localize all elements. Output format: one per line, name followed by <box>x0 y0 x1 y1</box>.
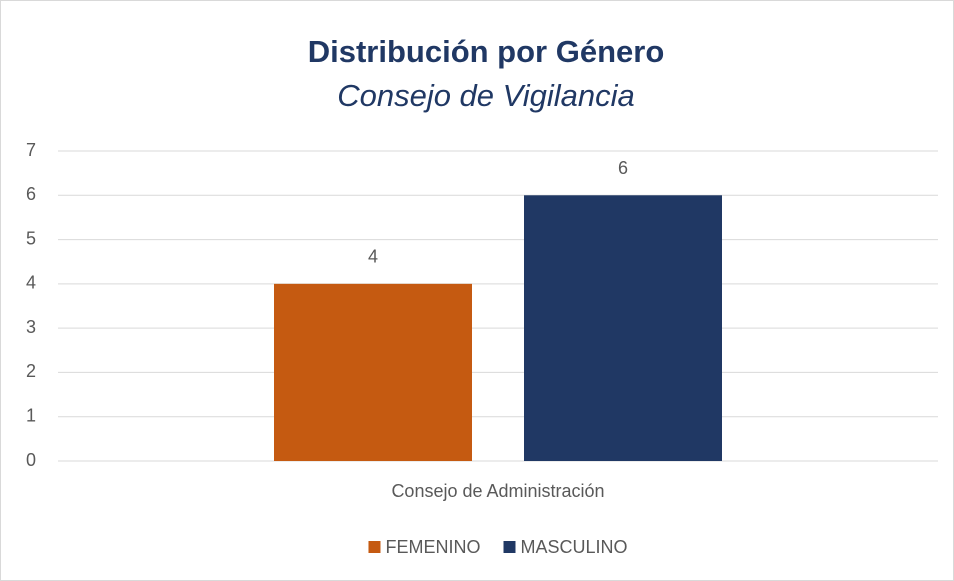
y-tick-label: 3 <box>26 317 36 337</box>
data-label: 6 <box>618 158 628 178</box>
y-tick-label: 0 <box>26 450 36 470</box>
legend-label: FEMENINO <box>385 537 480 557</box>
data-label: 4 <box>368 247 378 267</box>
y-tick-label: 1 <box>26 405 36 425</box>
legend-label: MASCULINO <box>521 537 628 557</box>
chart-subtitle: Consejo de Vigilancia <box>337 78 635 113</box>
y-tick-label: 4 <box>26 273 36 293</box>
bar <box>274 283 472 461</box>
chart-title: Distribución por Género <box>308 34 665 69</box>
y-tick-label: 5 <box>26 228 36 248</box>
legend-swatch <box>368 541 381 553</box>
y-tick-label: 6 <box>26 184 36 204</box>
legend: FEMENINO MASCULINO <box>368 537 628 557</box>
legend-swatch <box>503 541 516 553</box>
x-tick-label: Consejo de Administración <box>391 481 604 501</box>
y-tick-label: 2 <box>26 361 36 381</box>
y-tick-label: 7 <box>26 140 36 160</box>
bar <box>524 195 722 462</box>
